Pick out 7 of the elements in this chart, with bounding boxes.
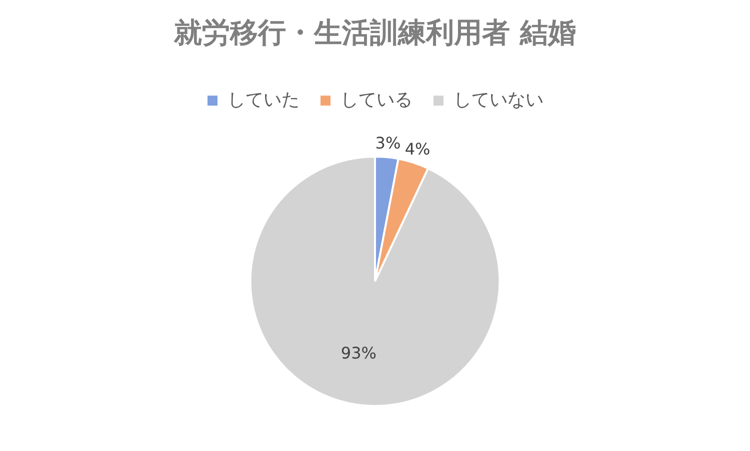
data-label: 93% [340,343,376,362]
chart-title: 就労移行・生活訓練利用者 結婚 [173,16,576,50]
legend-label: している [340,89,412,110]
data-label: 4% [404,139,430,158]
data-label: 3% [375,133,401,152]
legend-label: していた [228,89,300,110]
legend-label: していない [454,89,544,110]
